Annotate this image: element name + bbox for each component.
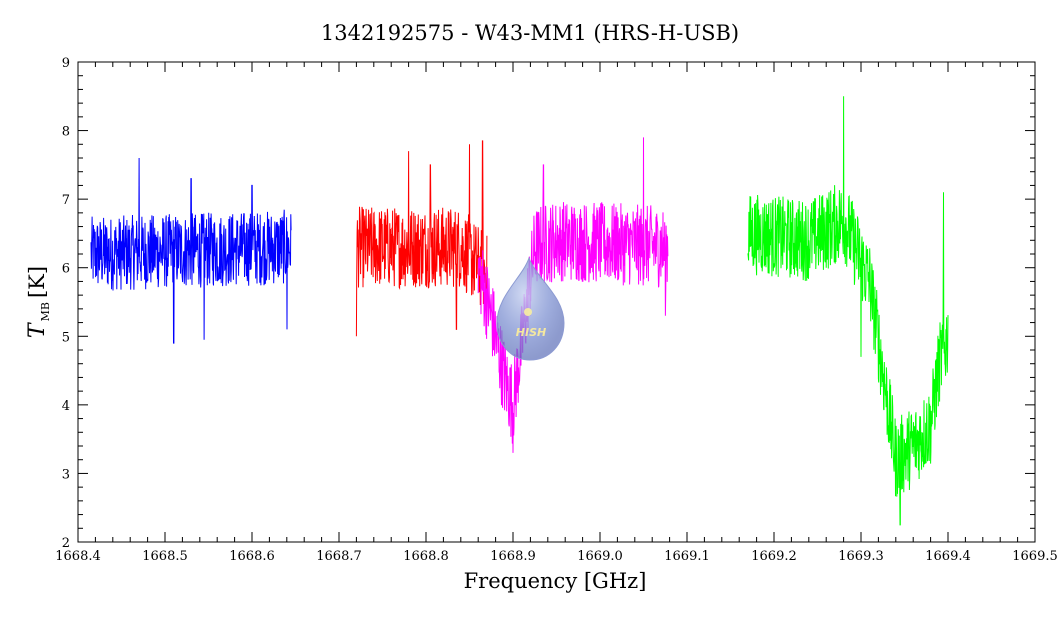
y-axis-subscript: MB — [39, 302, 52, 321]
series-line-4 — [747, 96, 949, 526]
y-tick-label: 7 — [62, 193, 70, 208]
y-axis-symbol: T — [25, 321, 50, 338]
star-icon — [524, 308, 532, 316]
y-tick-label: 2 — [62, 536, 70, 551]
wish-logo: HISH — [496, 256, 565, 361]
x-tick-label: 1668.8 — [403, 549, 449, 564]
y-tick-label: 6 — [62, 262, 70, 277]
x-axis-title: Frequency [GHz] — [464, 569, 647, 593]
x-tick-label: 1669.3 — [838, 549, 884, 564]
chart-title: 1342192575 - W43-MM1 (HRS-H-USB) — [321, 21, 739, 45]
svg-text:TMB[K]: TMB [K] — [25, 266, 52, 338]
x-tick-label: 1669.0 — [577, 549, 623, 564]
x-tick-label: 1669.4 — [925, 549, 971, 564]
x-tick-label: 1668.4 — [55, 549, 101, 564]
axes-layer: 1668.4 1668.5 1668.6 1668.7 1668.8 1668.9 1669… — [55, 56, 1058, 564]
x-tick-label: 1669.5 — [1012, 549, 1058, 564]
y-tick-label: 4 — [62, 399, 70, 414]
x-tick-label: 1669.2 — [751, 549, 797, 564]
y-axis-title: TMB [K] — [25, 266, 52, 338]
series-line-3 — [477, 137, 669, 453]
x-tick-label: 1668.5 — [142, 549, 188, 564]
x-tick-label: 1668.6 — [229, 549, 275, 564]
y-tick-label: 3 — [62, 467, 70, 482]
y-tick-label: 5 — [62, 330, 70, 345]
y-axis-unit: [K] — [25, 266, 49, 298]
x-tick-label: 1668.7 — [316, 549, 362, 564]
y-tick-label: 8 — [62, 125, 70, 140]
series-line-2 — [355, 140, 488, 337]
plot-frame — [77, 61, 1036, 543]
logo-text: HISH — [516, 326, 546, 339]
series-line-1 — [90, 157, 292, 344]
series-layer — [90, 96, 949, 526]
x-tick-label: 1669.1 — [664, 549, 710, 564]
y-tick-label: 9 — [62, 56, 70, 71]
x-tick-label: 1668.9 — [490, 549, 536, 564]
